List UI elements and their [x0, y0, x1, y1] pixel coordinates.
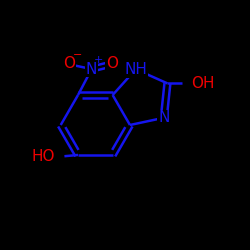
Text: −: −	[73, 50, 82, 60]
Text: +: +	[94, 56, 103, 66]
Text: O: O	[106, 56, 118, 71]
Text: HO: HO	[31, 149, 54, 164]
Text: OH: OH	[191, 76, 214, 91]
Text: N: N	[158, 110, 170, 125]
Text: O: O	[64, 56, 76, 71]
Text: N: N	[86, 62, 97, 76]
Text: NH: NH	[124, 62, 147, 77]
